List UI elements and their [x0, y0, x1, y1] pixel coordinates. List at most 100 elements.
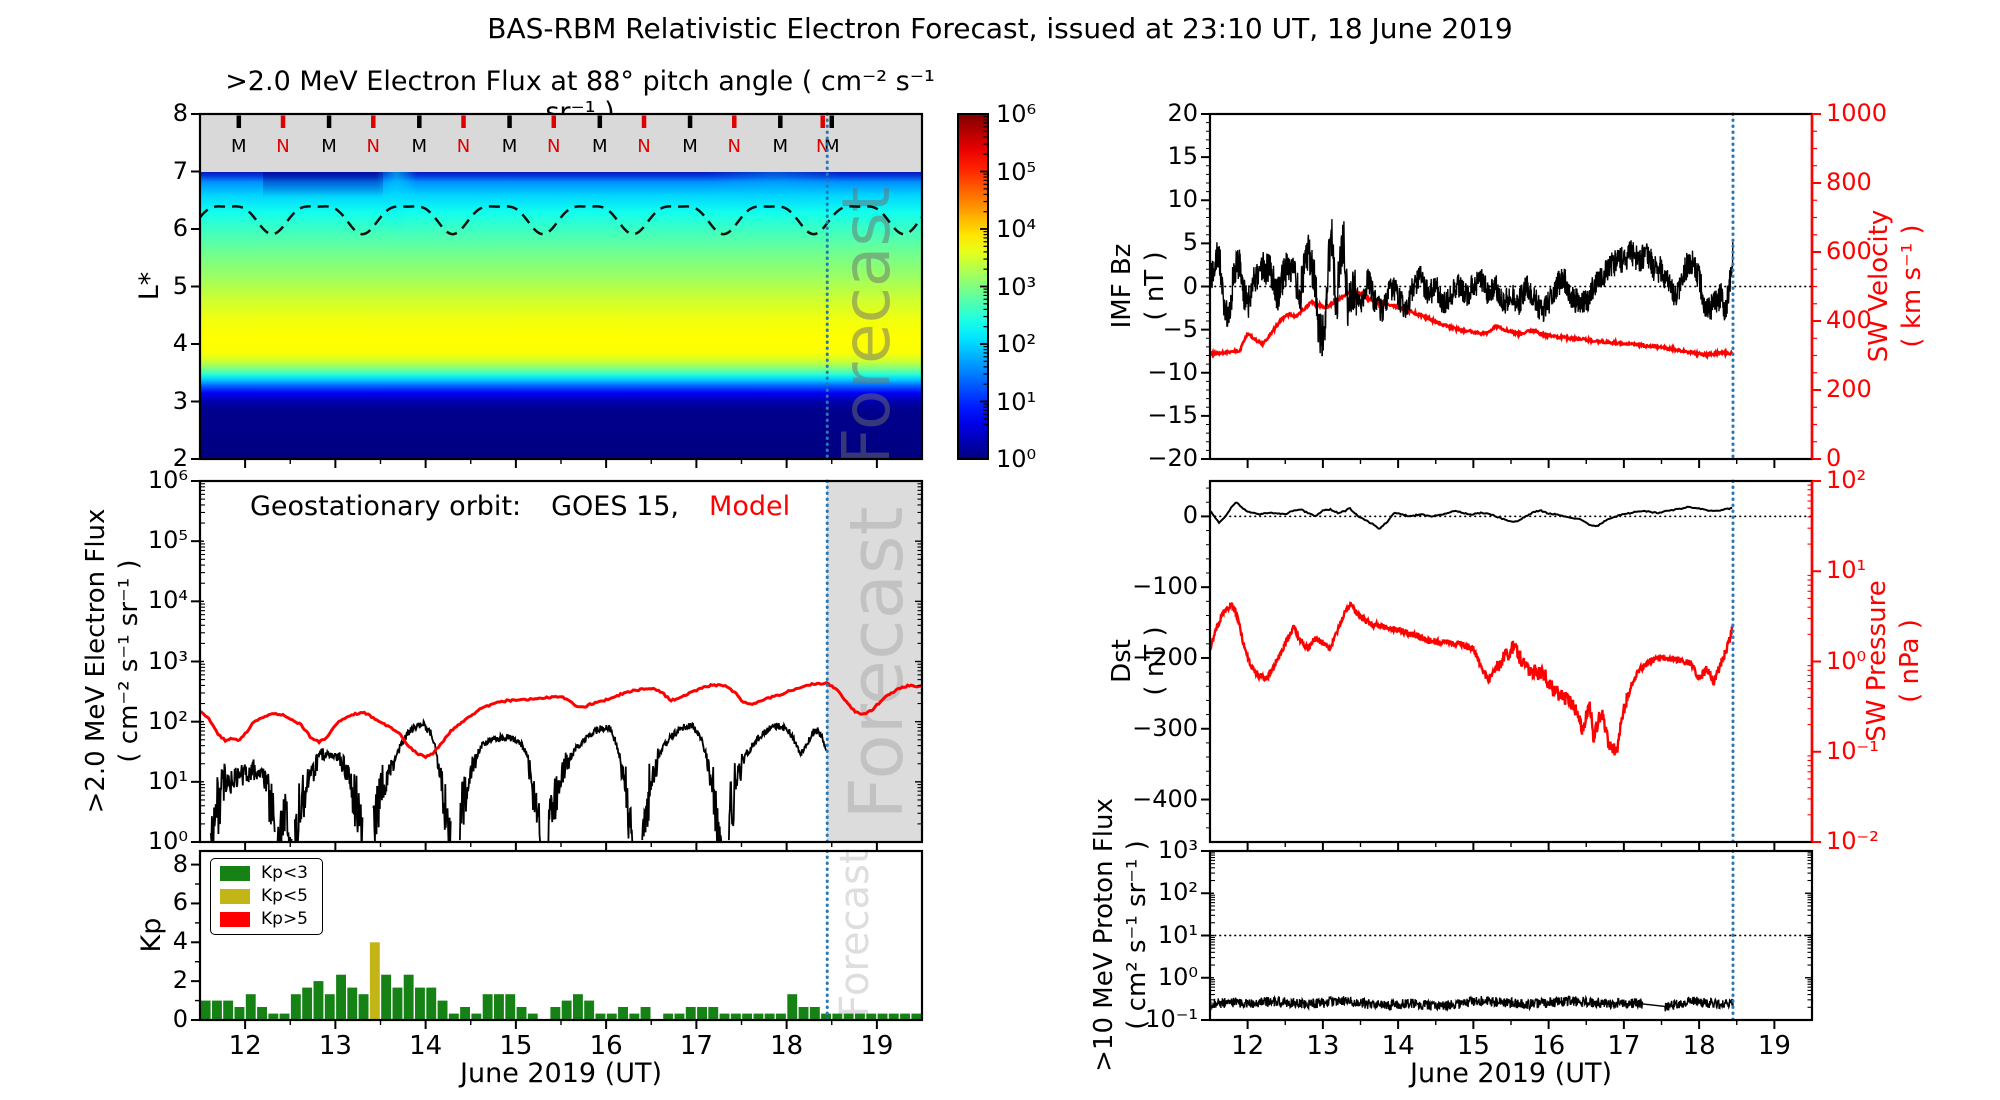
kp-bar — [855, 1013, 865, 1020]
colorbar-tick-label: 10⁵ — [996, 157, 1037, 186]
kp-bar — [663, 1013, 674, 1020]
kp-bar — [730, 1013, 741, 1020]
x-tick-label: 15 — [499, 1031, 533, 1061]
satellite-orbit-line — [199, 205, 923, 236]
kp-bar — [516, 1007, 527, 1020]
kp-bar — [640, 1007, 651, 1020]
x-tick-label: 15 — [1456, 1031, 1490, 1061]
plot-canvas — [1201, 112, 1821, 468]
kp-legend-item: Kp>5 — [220, 911, 308, 928]
y-tick-label: 4 — [172, 927, 188, 956]
sw-velocity-line — [1208, 287, 1734, 361]
kp-bar — [437, 1000, 448, 1020]
y-tick-label: −200 — [1132, 642, 1198, 671]
sw-velocity-ylabel: SW Velocity ( km s⁻¹ ) — [1864, 209, 1927, 363]
kp-legend-label: Kp<5 — [261, 886, 308, 906]
flux-heatmap — [200, 171, 922, 459]
kp-bar — [697, 1007, 707, 1020]
kp-bar — [618, 1007, 628, 1020]
y-tick-label: 0 — [1182, 271, 1198, 300]
plot-canvas: M N M N M N M N M N M N M NM — [191, 112, 924, 468]
kp-bar — [561, 1000, 572, 1020]
kp-bar — [629, 1013, 640, 1020]
y-tick-label: −400 — [1132, 784, 1198, 813]
legend-geostationary-label: Geostationary orbit: — [250, 491, 522, 522]
local-time-label: M — [682, 136, 698, 157]
kp-panel: Forecast Kp<3 Kp<5 Kp>5 0 2 4 6 8 12 13 14 15 16 1… — [173, 848, 924, 1060]
kp-bar — [821, 1013, 831, 1020]
proton-flux-line — [1209, 994, 1734, 1012]
local-time-label: N — [276, 136, 289, 157]
kp-bar — [403, 974, 414, 1020]
colorbar-tick-label: 10³ — [996, 272, 1037, 301]
heatmap-top-texture — [200, 171, 922, 182]
y-tick-label: 15 — [1167, 142, 1198, 171]
y-tick-label: 10⁵ — [147, 526, 188, 555]
y-tick-label: 6 — [172, 888, 188, 917]
colorbar-tick-label: 10² — [996, 330, 1037, 358]
heatmap-cyan-streak — [700, 171, 850, 232]
x-tick-label: 14 — [1381, 1031, 1415, 1061]
kp-bar — [302, 987, 313, 1020]
kp-bar — [708, 1007, 719, 1020]
local-time-label: N — [457, 136, 470, 157]
kp-bar — [426, 987, 437, 1020]
x-tick-label: 19 — [1757, 1031, 1791, 1061]
plot-canvas — [191, 479, 924, 851]
kp-bar — [866, 1013, 877, 1020]
kp-ylabel: Kp — [136, 917, 167, 953]
imf-bz-ylabel: IMF Bz ( nT ) — [1107, 243, 1170, 329]
kp-bar — [753, 1013, 764, 1020]
kp-bar — [888, 1013, 899, 1020]
kp-bar — [347, 987, 358, 1020]
legend-goes15-label: GOES 15, — [551, 491, 680, 522]
xaxis-label-left: June 2019 (UT) — [460, 1058, 662, 1089]
y-tick-label: 0 — [1182, 501, 1198, 530]
electron-flux-panel: Forecast Geostationary orbit: GOES 15, M… — [148, 467, 924, 854]
right-tick-label: 10² — [1826, 466, 1867, 494]
y-tick-label: 10² — [147, 706, 188, 735]
x-tick-label: 13 — [318, 1031, 352, 1061]
kp-bar — [764, 1013, 775, 1020]
y-tick-label: 3 — [172, 386, 188, 415]
kp-bar — [268, 1013, 279, 1020]
figure-title: BAS-RBM Relativistic Electron Forecast, … — [487, 12, 1513, 45]
goes15-flux-line — [547, 724, 634, 843]
y-tick-label: 4 — [172, 329, 188, 357]
x-tick-label: 12 — [228, 1031, 262, 1061]
x-tick-label: 16 — [1532, 1031, 1566, 1061]
right-tick-label: 0 — [1826, 444, 1842, 472]
y-tick-label: 5 — [1182, 228, 1198, 257]
y-tick-label: 5 — [172, 271, 188, 300]
panel-frame — [198, 112, 924, 461]
kp-bar — [313, 981, 324, 1020]
x-tick-label: 17 — [1607, 1031, 1641, 1061]
kp-bar — [448, 1013, 459, 1020]
local-time-label: N — [637, 136, 650, 157]
kp-bar — [324, 994, 335, 1020]
kp-bar — [900, 1013, 910, 1020]
y-tick-label: 10³ — [147, 646, 188, 675]
y-tick-label: 10⁶ — [147, 466, 188, 494]
goes15-flux-line — [276, 793, 293, 843]
kp-bar — [584, 1000, 595, 1020]
heatmap-cyan-streak — [369, 171, 424, 257]
kp-bar — [392, 987, 403, 1020]
y-tick-label: 2 — [172, 444, 188, 472]
kp-bar — [719, 1013, 730, 1020]
proton-flux-panel: 10³ 10² 10¹ 10⁰ 10⁻¹ 12 13 14 15 16 17 18 19 — [1145, 837, 1814, 1060]
right-tick-label: 200 — [1826, 375, 1872, 403]
y-tick-label: 7 — [172, 156, 188, 185]
imf-bz-line — [1209, 219, 1734, 357]
kp-legend-label: Kp>5 — [261, 909, 308, 929]
kp-bar — [245, 994, 256, 1020]
model-flux-line — [199, 680, 923, 760]
x-tick-label: 14 — [409, 1031, 443, 1061]
goes15-flux-line — [293, 748, 364, 843]
y-tick-label: 10¹ — [147, 766, 188, 795]
right-tick-label: 10⁰ — [1826, 646, 1867, 675]
y-tick-label: 10⁰ — [147, 827, 188, 855]
kp-bar — [482, 994, 493, 1020]
kp-bar — [798, 1007, 809, 1020]
right-tick-label: 600 — [1826, 237, 1872, 265]
